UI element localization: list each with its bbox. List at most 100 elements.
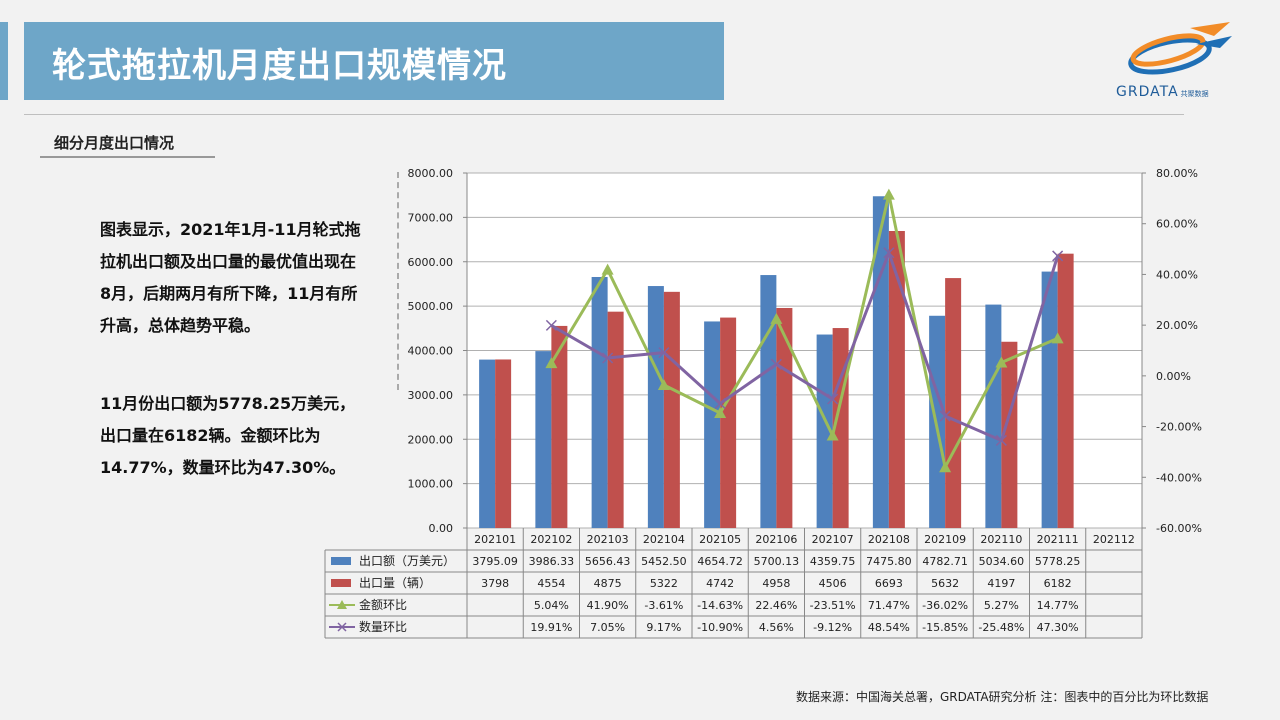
x-tick-label: 202107 xyxy=(812,533,854,546)
y-left-tick-label: 8000.00 xyxy=(408,167,454,180)
point-value-mom xyxy=(826,429,839,441)
point-value-mom xyxy=(657,379,670,391)
data-label: 4782.71 xyxy=(922,555,968,568)
legend-key xyxy=(337,622,347,632)
summary-paragraph: 图表显示，2021年1月-11月轮式拖拉机出口额及出口量的最优值出现在8月，后期… xyxy=(100,220,361,335)
bar-export-value xyxy=(591,276,608,528)
data-label: 5322 xyxy=(650,577,678,590)
point-value-mom xyxy=(939,461,952,473)
section-subtitle-text: 细分月度出口情况 xyxy=(54,134,175,152)
logo-brand-cn: 共聚数据 xyxy=(1180,90,1209,98)
x-tick-label: 202109 xyxy=(924,533,966,546)
y-right-tick-label: 40.00% xyxy=(1156,268,1198,281)
legend-key xyxy=(337,600,347,609)
data-label: -23.51% xyxy=(810,599,856,612)
data-label: 4654.72 xyxy=(697,555,743,568)
point-value-mom xyxy=(995,356,1008,368)
legend-label: 金额环比 xyxy=(359,597,407,612)
data-label: -15.85% xyxy=(922,621,968,634)
y-left-tick-label: 7000.00 xyxy=(408,211,454,224)
x-tick-label: 202106 xyxy=(755,533,797,546)
bar-export-volume xyxy=(1057,253,1074,528)
data-label: 9.17% xyxy=(646,621,681,634)
logo-swoosh-icon xyxy=(1128,22,1232,75)
y-right-tick-label: 60.00% xyxy=(1156,218,1198,231)
data-label: 7.05% xyxy=(590,621,625,634)
point-value-mom xyxy=(770,312,783,324)
bar-export-volume xyxy=(945,278,962,528)
data-label: 4197 xyxy=(987,577,1015,590)
title-accent-bar xyxy=(0,22,8,100)
point-value-mom xyxy=(714,406,727,418)
data-label: 5632 xyxy=(931,577,959,590)
data-label: 4506 xyxy=(819,577,847,590)
bar-export-volume xyxy=(1001,341,1018,528)
data-source-note: 数据来源：中国海关总署，GRDATA研究分析 注：图表中的百分比为环比数据 xyxy=(796,690,1209,704)
x-tick-label: 202111 xyxy=(1037,533,1079,546)
bar-export-volume xyxy=(551,325,568,528)
y-left-tick-label: 3000.00 xyxy=(408,389,454,402)
x-tick-label: 202112 xyxy=(1093,533,1135,546)
data-label: 4554 xyxy=(537,577,565,590)
legend-key xyxy=(331,557,351,565)
legend-label: 出口量（辆） xyxy=(359,576,431,590)
x-tick-label: 202105 xyxy=(699,533,741,546)
point-volume-mom xyxy=(658,347,670,359)
data-label: 4958 xyxy=(762,577,790,590)
x-tick-label: 202104 xyxy=(643,533,685,546)
bar-export-value xyxy=(872,196,889,529)
grdata-logo: GRDATA 共聚数据 xyxy=(1110,14,1240,110)
data-label: 71.47% xyxy=(868,599,910,612)
data-label: -10.90% xyxy=(697,621,743,634)
bar-export-volume xyxy=(888,230,905,529)
y-right-tick-label: -60.00% xyxy=(1156,522,1202,535)
point-volume-mom xyxy=(883,247,895,259)
line-value-mom xyxy=(550,194,1059,472)
logo-text: GRDATA 共聚数据 xyxy=(1116,84,1209,100)
point-volume-mom xyxy=(995,434,1007,446)
data-label: 47.30% xyxy=(1037,621,1079,634)
title-banner: 轮式拖拉机月度出口规模情况 xyxy=(24,22,724,100)
y-right-tick-label: 80.00% xyxy=(1156,167,1198,180)
data-label: 7475.80 xyxy=(866,555,912,568)
data-label: -36.02% xyxy=(922,599,968,612)
data-label: 5778.25 xyxy=(1035,555,1081,568)
bar-export-value xyxy=(647,286,664,528)
point-volume-mom xyxy=(939,410,951,422)
page-title: 轮式拖拉机月度出口规模情况 xyxy=(52,46,507,86)
data-label: 41.90% xyxy=(587,599,629,612)
point-volume-mom xyxy=(827,393,839,405)
data-label: 5034.60 xyxy=(979,555,1025,568)
bar-export-value xyxy=(816,334,833,528)
point-volume-mom xyxy=(714,397,726,410)
data-label: 5.27% xyxy=(984,599,1019,612)
bar-export-value xyxy=(985,304,1002,528)
bar-export-value xyxy=(1041,271,1058,528)
point-value-mom xyxy=(545,357,558,369)
bar-export-volume xyxy=(495,359,512,528)
header-divider xyxy=(24,114,1184,115)
bar-export-volume xyxy=(720,317,737,528)
data-label: 3798 xyxy=(481,577,509,590)
bar-export-value xyxy=(760,275,777,528)
data-label: 3795.09 xyxy=(472,555,518,568)
x-tick-label: 202103 xyxy=(587,533,629,546)
data-label: 4742 xyxy=(706,577,734,590)
data-label: 4.56% xyxy=(759,621,794,634)
data-label: 4359.75 xyxy=(810,555,856,568)
y-left-tick-label: 1000.00 xyxy=(408,478,454,491)
point-volume-mom xyxy=(1052,250,1064,262)
y-right-tick-label: -20.00% xyxy=(1156,421,1202,434)
point-value-mom xyxy=(1051,332,1064,344)
point-volume-mom xyxy=(545,319,557,331)
y-left-tick-label: 0.00 xyxy=(429,522,454,535)
data-label: 6693 xyxy=(875,577,903,590)
y-right-tick-label: 0.00% xyxy=(1156,370,1191,383)
y-left-tick-label: 4000.00 xyxy=(408,345,454,358)
data-label: -9.12% xyxy=(813,621,852,634)
y-right-tick-label: 20.00% xyxy=(1156,319,1198,332)
data-label: 4875 xyxy=(594,577,622,590)
point-volume-mom xyxy=(770,358,782,370)
data-label: 19.91% xyxy=(530,621,572,634)
logo-brand: GRDATA xyxy=(1116,84,1179,100)
